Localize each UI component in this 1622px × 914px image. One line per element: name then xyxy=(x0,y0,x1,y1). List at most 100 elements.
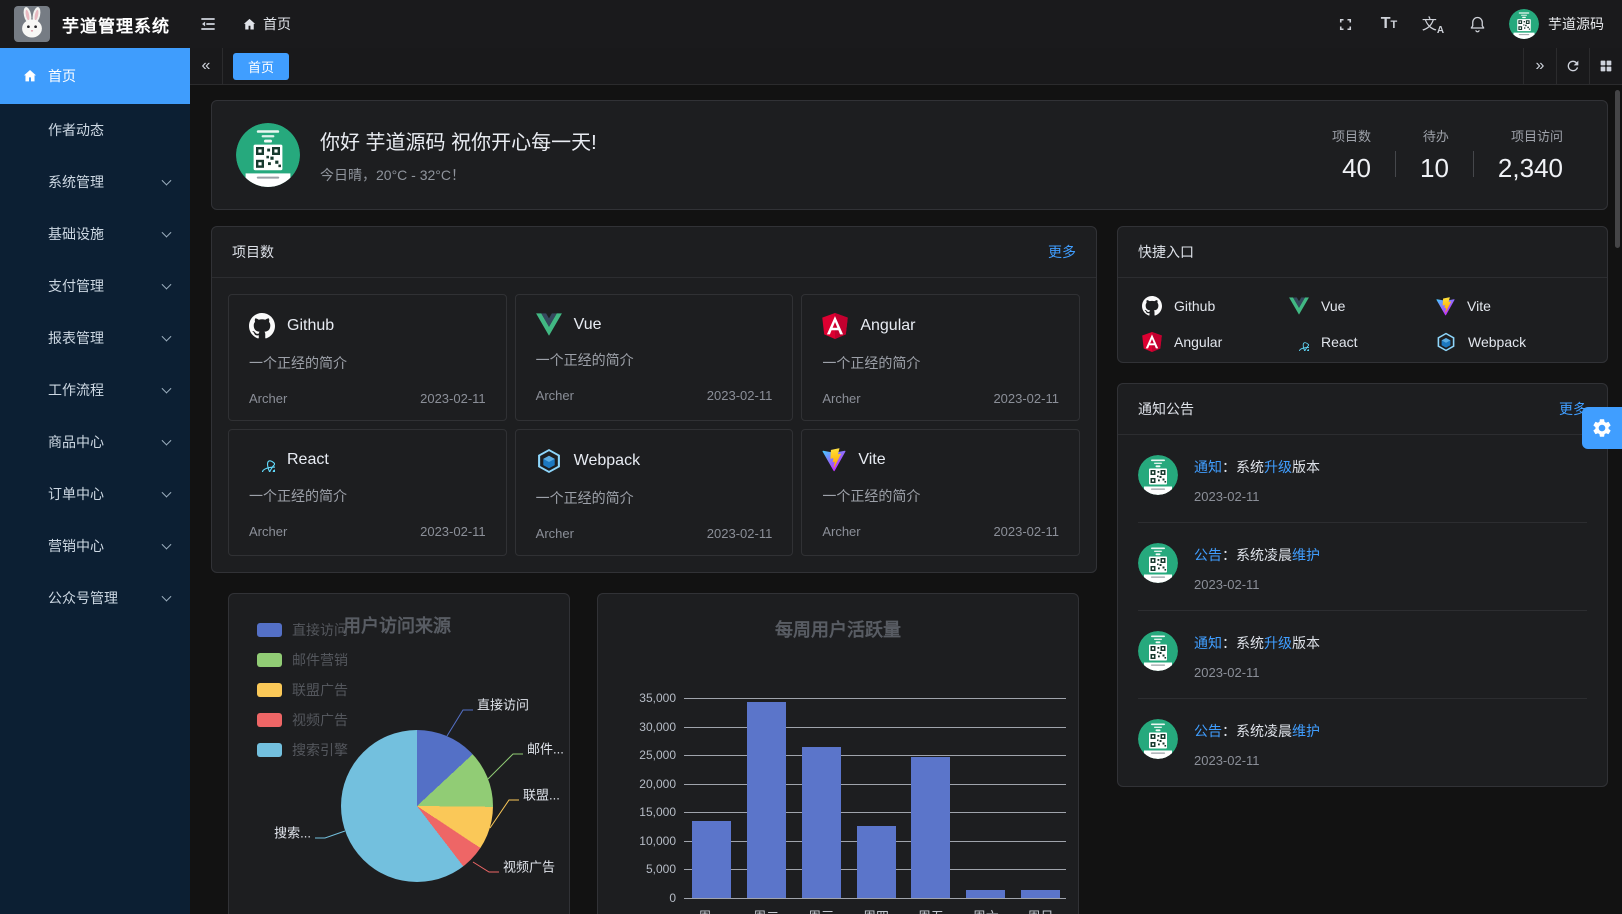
legend-item[interactable]: 视频广告 xyxy=(257,710,348,730)
project-desc: 一个正经的简介 xyxy=(535,490,634,506)
notice-item[interactable]: 公告：系统凌晨维护 2023-02-11 xyxy=(1138,699,1587,786)
tabbar: « 首页 » xyxy=(190,48,1622,85)
language-button[interactable]: 文A xyxy=(1415,6,1451,42)
project-card-vue[interactable]: Vue 一个正经的简介 Archer 2023-02-11 xyxy=(514,294,794,421)
projects-more-link[interactable]: 更多 xyxy=(1048,244,1076,260)
project-name: Vue xyxy=(573,315,602,333)
shortcut-webpack[interactable]: Webpack xyxy=(1436,332,1583,352)
sidebar-item-marketing[interactable]: 营销中心 xyxy=(0,520,190,572)
project-card-github[interactable]: Github 一个正经的简介 Archer 2023-02-11 xyxy=(228,294,507,421)
tab-menu-button[interactable] xyxy=(1589,48,1622,84)
project-desc: 一个正经的简介 xyxy=(249,488,347,504)
webpack-icon xyxy=(536,448,562,474)
menu-fold-icon xyxy=(201,19,214,29)
refresh-icon xyxy=(1568,61,1579,72)
notice-item[interactable]: 通知：系统升级版本 2023-02-11 xyxy=(1138,611,1587,699)
notice-item[interactable]: 通知：系统升级版本 2023-02-11 xyxy=(1138,435,1587,523)
project-date: 2023-02-11 xyxy=(420,524,486,539)
sidebar-item-author-news[interactable]: 作者动态 xyxy=(0,104,190,156)
stat-visits: 项目访问 2,340 xyxy=(1474,126,1563,184)
legend-item[interactable]: 搜索引擎 xyxy=(257,740,348,760)
notice-body: 公告：系统凌晨维护 2023-02-11 xyxy=(1194,543,1320,592)
gridline xyxy=(684,898,1066,899)
main-content: 你好 芋道源码 祝你开心每一天! 今日晴，20°C - 32°C！ 项目数 40… xyxy=(190,85,1622,914)
legend-item[interactable]: 联盟广告 xyxy=(257,680,348,700)
webpack-icon xyxy=(1436,332,1456,352)
sidebar-item-infra[interactable]: 基础设施 xyxy=(0,208,190,260)
project-author: Archer xyxy=(249,391,288,406)
notice-item[interactable]: 公告：系统凌晨维护 2023-02-11 xyxy=(1138,523,1587,611)
right-column: 快捷入口 Github Vue Vite Angular React Webpa… xyxy=(1117,226,1608,914)
project-card-react[interactable]: React 一个正经的简介 Archer 2023-02-11 xyxy=(228,429,507,556)
y-axis-tick-label: 20,000 xyxy=(639,776,676,791)
shortcut-react[interactable]: React xyxy=(1289,332,1436,352)
tab-refresh-button[interactable] xyxy=(1556,48,1589,84)
project-name: React xyxy=(287,451,329,468)
sidebar-item-wechat[interactable]: 公众号管理 xyxy=(0,572,190,624)
project-author: Archer xyxy=(535,388,574,403)
shortcut-label: Vue xyxy=(1321,298,1346,314)
x-axis-tick-label: 周五 xyxy=(903,906,958,914)
project-card-vite[interactable]: Vite 一个正经的简介 Archer 2023-02-11 xyxy=(801,429,1080,556)
pie-chart[interactable] xyxy=(341,730,493,882)
sidebar-item-product[interactable]: 商品中心 xyxy=(0,416,190,468)
notice-body: 通知：系统升级版本 2023-02-11 xyxy=(1194,455,1320,504)
legend-item[interactable]: 邮件营销 xyxy=(257,650,348,670)
y-axis-tick-label: 10,000 xyxy=(639,833,676,848)
project-name: Angular xyxy=(860,317,916,334)
notice-avatar xyxy=(1138,543,1178,583)
shortcut-vite[interactable]: Vite xyxy=(1436,296,1583,316)
sidebar-item-order[interactable]: 订单中心 xyxy=(0,468,190,520)
chevron-down-icon xyxy=(161,435,172,446)
tabs-scroll-left-button[interactable]: « xyxy=(190,48,223,84)
github-icon xyxy=(249,313,275,339)
font-size-button[interactable]: TT xyxy=(1371,6,1407,42)
chevron-down-icon xyxy=(161,487,172,498)
angular-icon xyxy=(1142,332,1162,352)
shortcut-vue[interactable]: Vue xyxy=(1289,296,1436,316)
bar-周六 xyxy=(966,890,1006,898)
legend-item[interactable]: 直接访问 xyxy=(257,620,348,640)
settings-drawer-button[interactable] xyxy=(1582,407,1622,449)
project-name: Vite xyxy=(858,451,886,468)
project-desc: 一个正经的简介 xyxy=(535,352,634,368)
sidebar-item-label: 首页 xyxy=(48,68,76,84)
user-name: 芋道源码 xyxy=(1548,16,1604,32)
pie-chart-card: 用户访问来源 直接访问 邮件营销 联盟广告 视频广告 搜索引擎 直接访问 邮件... 联盟.… xyxy=(228,593,570,914)
greeting-card: 你好 芋道源码 祝你开心每一天! 今日晴，20°C - 32°C！ 项目数 40… xyxy=(211,100,1608,210)
y-axis-tick-label: 15,000 xyxy=(639,805,676,820)
legend-swatch xyxy=(257,653,282,667)
sidebar-fold-button[interactable] xyxy=(198,14,218,34)
project-desc: 一个正经的简介 xyxy=(822,355,921,371)
tab-home[interactable]: 首页 xyxy=(233,52,290,80)
stat-label: 项目访问 xyxy=(1510,129,1563,144)
fullscreen-button[interactable] xyxy=(1327,6,1363,42)
breadcrumb[interactable]: 首页 xyxy=(242,14,291,34)
notification-bell-button[interactable] xyxy=(1459,6,1495,42)
tabs-scroll-right-button[interactable]: » xyxy=(1523,48,1556,84)
legend-label: 联盟广告 xyxy=(292,682,348,698)
scrollbar-thumb[interactable] xyxy=(1615,90,1620,248)
bell-icon xyxy=(1471,17,1483,31)
shortcut-angular[interactable]: Angular xyxy=(1142,332,1289,352)
sidebar-item-system[interactable]: 系统管理 xyxy=(0,156,190,208)
project-date: 2023-02-11 xyxy=(706,388,773,403)
notices-more-link[interactable]: 更多 xyxy=(1559,401,1587,417)
user-menu[interactable]: 芋道源码 xyxy=(1509,9,1604,39)
sidebar-item-payment[interactable]: 支付管理 xyxy=(0,260,190,312)
sidebar-item-workflow[interactable]: 工作流程 xyxy=(0,364,190,416)
sidebar-item-label: 公众号管理 xyxy=(48,590,118,606)
project-card-webpack[interactable]: Webpack 一个正经的简介 Archer 2023-02-11 xyxy=(514,429,794,556)
notice-date: 2023-02-11 xyxy=(1194,577,1260,592)
y-axis-tick-label: 30,000 xyxy=(639,719,676,734)
app-logo[interactable] xyxy=(14,6,50,42)
sidebar-item-report[interactable]: 报表管理 xyxy=(0,312,190,364)
project-card-angular[interactable]: Angular 一个正经的简介 Archer 2023-02-11 xyxy=(801,294,1080,421)
angular-icon xyxy=(822,313,848,339)
vue-icon xyxy=(536,313,562,336)
project-desc: 一个正经的简介 xyxy=(249,355,347,371)
grid-icon xyxy=(1601,61,1612,72)
shortcut-github[interactable]: Github xyxy=(1142,296,1289,316)
sidebar-item-label: 商品中心 xyxy=(48,434,104,450)
sidebar-item-home[interactable]: 首页 xyxy=(0,48,190,104)
